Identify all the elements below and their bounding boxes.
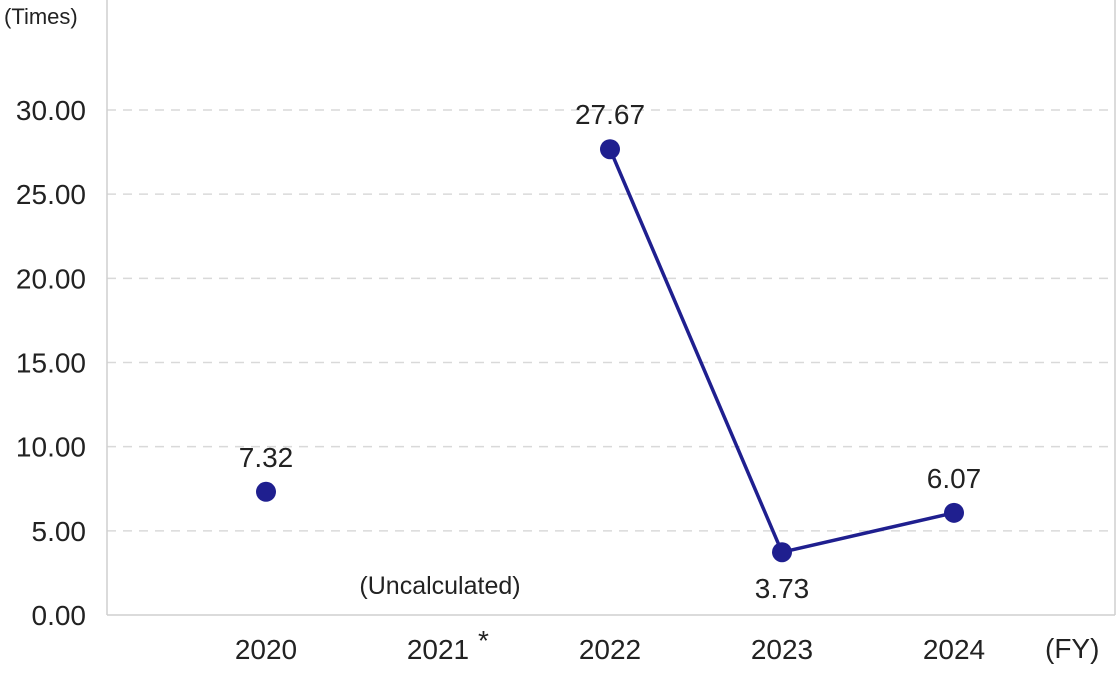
y-tick-label: 0.00: [32, 600, 87, 631]
series-segment: [781, 511, 955, 554]
data-point: [944, 502, 964, 523]
y-tick-label: 15.00: [16, 348, 86, 379]
x-tick-footnote-mark: *: [478, 625, 489, 656]
x-tick-label: 2020: [235, 634, 297, 665]
y-tick-label: 20.00: [16, 263, 86, 294]
x-tick-labels: 2020 2021 * 2022 2023 2024: [235, 625, 985, 665]
y-tick-label: 25.00: [16, 179, 86, 210]
y-tick-labels: 0.00 5.00 10.00 15.00 20.00 25.00 30.00: [16, 95, 86, 631]
data-point: [256, 481, 276, 502]
y-tick-label: 30.00: [16, 95, 86, 126]
data-point: [600, 139, 620, 160]
x-tick-label: 2024: [923, 634, 985, 665]
x-tick-label: 2023: [751, 634, 813, 665]
data-label: 6.07: [927, 463, 982, 494]
x-unit-label: (FY): [1045, 633, 1099, 664]
x-tick-label: 2022: [579, 634, 641, 665]
data-label: 27.67: [575, 99, 645, 130]
data-labels: 7.32 27.67 3.73 6.07: [239, 99, 982, 604]
uncalculated-note: (Uncalculated): [359, 572, 520, 600]
y-tick-label: 10.00: [16, 432, 86, 463]
data-point: [772, 542, 792, 563]
data-points: [256, 139, 964, 563]
data-label: 3.73: [755, 573, 810, 604]
series-line: [608, 148, 955, 554]
y-tick-label: 5.00: [32, 516, 87, 547]
series-segment: [608, 148, 784, 553]
data-label: 7.32: [239, 442, 294, 473]
y-unit-label: (Times): [4, 4, 78, 29]
x-tick-label: 2021: [407, 634, 469, 665]
gridlines: [107, 109, 1115, 532]
